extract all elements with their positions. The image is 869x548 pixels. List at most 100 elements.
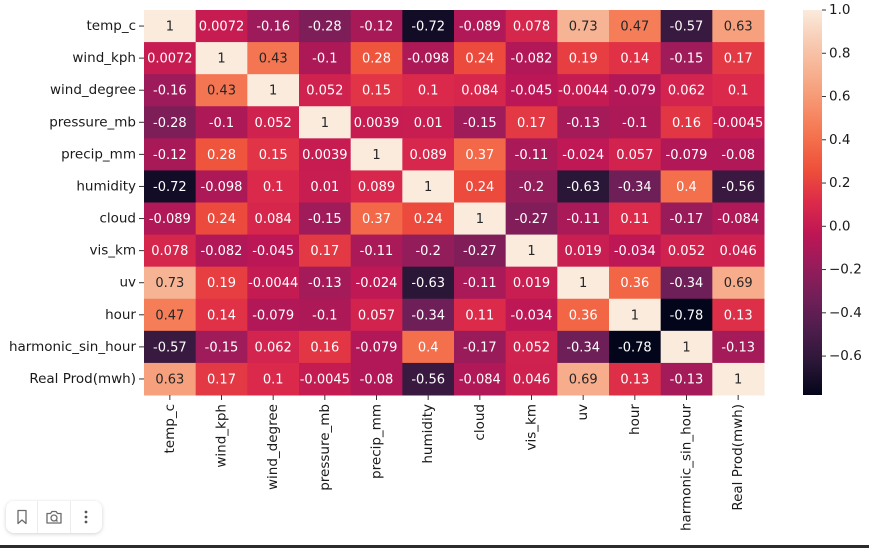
heatmap-cell (402, 42, 455, 75)
more-options-button[interactable] (71, 501, 102, 533)
camera-icon (46, 510, 62, 524)
cell-value-label: -0.11 (463, 276, 497, 291)
heatmap-cell (247, 138, 300, 171)
cell-value-label: -0.08 (721, 148, 755, 163)
y-tick-label: temp_c (87, 18, 137, 34)
heatmap-cell (299, 362, 352, 396)
colorbar-tick-label: −0.4 (829, 305, 862, 321)
cell-value-label: -0.16 (153, 84, 187, 99)
heatmap-cell (402, 298, 455, 332)
heatmap-cell (350, 330, 403, 364)
cell-value-label: -0.17 (463, 340, 497, 355)
cell-value-label: 0.046 (513, 372, 550, 387)
cell-value-label: 0.73 (569, 20, 598, 35)
cell-value-label: -0.34 (411, 308, 445, 323)
cell-value-label: 0.046 (720, 244, 757, 259)
heatmap-cell (144, 202, 197, 236)
cell-value-label: 0.057 (616, 148, 653, 163)
heatmap-cell (557, 266, 610, 300)
cell-value-label: -0.024 (562, 148, 604, 163)
cell-value-label: 0.69 (724, 276, 753, 291)
camera-button[interactable] (38, 501, 69, 533)
heatmap-cell (247, 74, 300, 107)
heatmap-cell (144, 298, 197, 332)
cell-value-label: 0.24 (207, 212, 236, 227)
cell-value-label: -0.084 (717, 212, 759, 227)
x-tick-label: Real Prod(mwh) (730, 404, 746, 511)
heatmap-cell (557, 74, 610, 107)
heatmap-cell (402, 10, 455, 43)
heatmap-cell (402, 138, 455, 171)
heatmap-cell (144, 106, 197, 139)
heatmap-cell (247, 170, 300, 203)
heatmap-cell (454, 42, 507, 75)
heatmap-cell (505, 138, 558, 171)
cell-value-label: -0.15 (205, 340, 239, 355)
heatmap-cell (299, 170, 352, 203)
cell-value-label: 0.43 (207, 84, 236, 99)
cell-value-label: 1 (269, 84, 277, 99)
heatmap-cell (195, 170, 248, 203)
heatmap-cell (557, 330, 610, 364)
cell-value-label: -0.15 (670, 52, 704, 67)
cell-value-label: 0.47 (620, 20, 649, 35)
heatmap-cell (402, 234, 455, 268)
cell-value-label: 1 (631, 308, 639, 323)
heatmap-cell (350, 10, 403, 43)
cell-value-label: -0.0044 (248, 276, 298, 291)
cell-value-label: 0.28 (207, 148, 236, 163)
cell-value-label: 1 (372, 148, 380, 163)
cell-value-label: 0.057 (358, 308, 395, 323)
x-tick-label: cloud (472, 404, 488, 441)
heatmap-cell (144, 42, 197, 75)
cell-value-label: -0.045 (252, 244, 294, 259)
heatmap-cell (712, 298, 765, 332)
heatmap-cell (609, 138, 662, 171)
x-tick-label: uv (575, 404, 591, 421)
cell-value-label: 0.084 (461, 84, 498, 99)
heatmap-cell (712, 202, 765, 236)
heatmap-cell (557, 42, 610, 75)
x-tick-label: humidity (420, 404, 436, 464)
cell-value-label: -0.1 (622, 116, 647, 131)
bottom-edge-bar (0, 545, 869, 548)
heatmap-cell (402, 202, 455, 236)
heatmap-cell (454, 362, 507, 396)
heatmap-cell (660, 362, 713, 396)
cell-value-label: 0.052 (668, 244, 705, 259)
cell-value-label: 0.14 (207, 308, 236, 323)
heatmap-cell (557, 298, 610, 332)
cell-value-label: 0.078 (151, 244, 188, 259)
heatmap-cell (454, 74, 507, 107)
cell-value-label: 0.73 (155, 276, 184, 291)
heatmap-cell (609, 298, 662, 332)
cell-value-label: 0.17 (207, 372, 236, 387)
cell-value-label: 0.1 (728, 84, 749, 99)
heatmap-cell (299, 10, 352, 43)
heatmap-cell (402, 106, 455, 139)
colorbar-tick-label: −0.2 (829, 262, 862, 278)
heatmap-cell (557, 170, 610, 203)
cell-value-label: 0.019 (513, 276, 550, 291)
cell-value-label: 0.089 (410, 148, 447, 163)
cell-value-label: -0.28 (308, 20, 342, 35)
heatmap-cell (660, 74, 713, 107)
cell-value-label: 0.43 (259, 52, 288, 67)
cell-value-label: 0.16 (672, 116, 701, 131)
cell-value-label: -0.084 (459, 372, 501, 387)
cell-value-label: 1 (579, 276, 587, 291)
x-tick-label: harmonic_sin_hour (679, 404, 695, 531)
heatmap-cell (660, 42, 713, 75)
colorbar-tick-label: 0.8 (829, 45, 850, 61)
heatmap-cell (609, 42, 662, 75)
bookmark-button[interactable] (6, 501, 37, 533)
cell-value-label: 0.11 (465, 308, 494, 323)
heatmap-cell (660, 138, 713, 171)
cell-value-label: -0.72 (153, 180, 187, 195)
cell-value-label: 0.69 (569, 372, 598, 387)
heatmap-cell (247, 106, 300, 139)
heatmap-cell (609, 362, 662, 396)
heatmap-cell (402, 170, 455, 203)
cell-value-label: -0.15 (463, 116, 497, 131)
